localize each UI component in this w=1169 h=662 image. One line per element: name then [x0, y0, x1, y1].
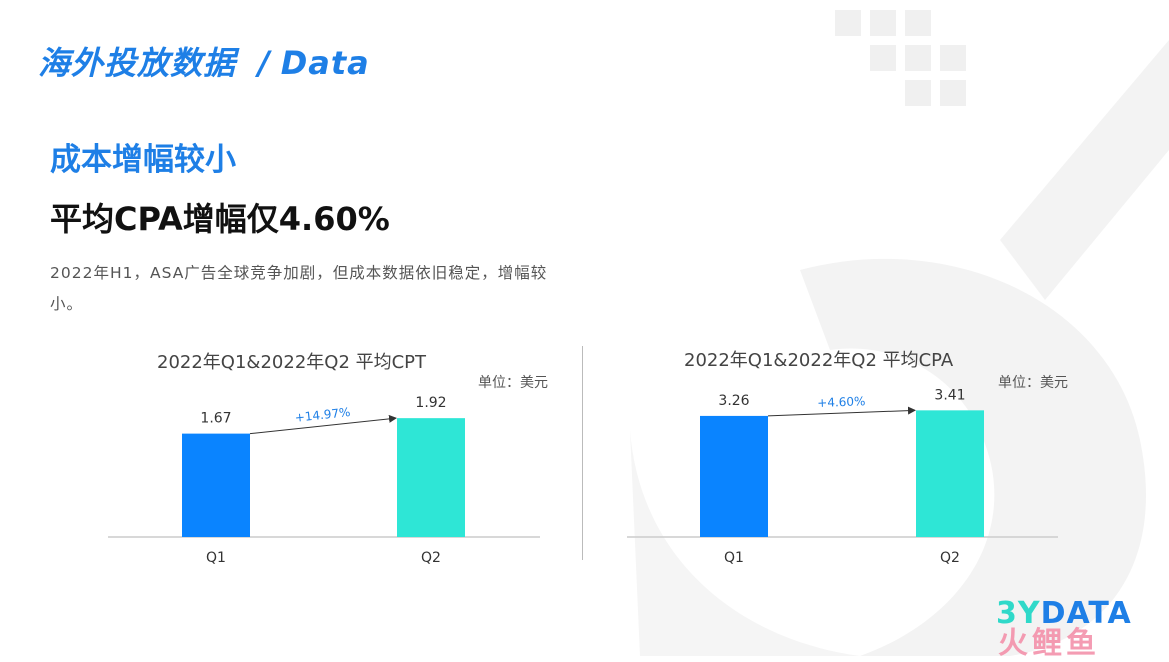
- data-label-cpt-q2: 1.92: [415, 395, 446, 411]
- change-arrow-cpa: [767, 406, 916, 417]
- header-divider: /: [258, 44, 271, 82]
- x-tick-label-cpt-q2: Q2: [421, 550, 441, 566]
- change-label-cpt: +14.97%: [294, 405, 351, 425]
- background-arc-shape: [630, 430, 860, 656]
- header-title-cn: 海外投放数据: [38, 44, 237, 82]
- data-label-cpt-q1: 1.67: [200, 411, 231, 427]
- data-label-cpa-q1: 3.26: [718, 393, 749, 409]
- logo-subtitle: 火鲤鱼: [998, 626, 1100, 661]
- bar-cpa-q2: [916, 410, 984, 537]
- page-header: 海外投放数据 / Data: [38, 38, 370, 84]
- logo-lead: 3Y: [996, 596, 1041, 631]
- section-description: 2022年H1，ASA广告全球竞争加剧，但成本数据依旧稳定，增幅较小。: [50, 264, 548, 313]
- brand-logo: 3YDATA: [996, 596, 1132, 631]
- header-title-en: Data: [280, 44, 370, 82]
- bar-cpt-q1: [182, 433, 250, 537]
- section-headline: 平均CPA增幅仅4.60%: [50, 200, 390, 238]
- logo-rest: DATA: [1040, 596, 1132, 631]
- x-tick-label-cpt-q1: Q1: [206, 550, 226, 566]
- change-label-cpa: +4.60%: [817, 394, 866, 410]
- chart-cpt-unit: 单位：美元: [478, 375, 548, 391]
- background-diagonal-shape: [1000, 40, 1169, 300]
- bar-cpt-q2: [397, 418, 465, 537]
- background-grid-pattern: [835, 10, 966, 106]
- chart-divider: [582, 346, 583, 560]
- data-label-cpa-q2: 3.41: [934, 387, 965, 403]
- change-arrow-cpt: [249, 414, 397, 435]
- chart-cpa-title: 2022年Q1&2022年Q2 平均CPA: [684, 350, 954, 371]
- x-tick-label-cpa-q2: Q2: [940, 550, 960, 566]
- bar-cpa-q1: [700, 415, 768, 537]
- chart-cpa-unit: 单位：美元: [998, 375, 1068, 391]
- background-ring-shape: [800, 258, 1147, 656]
- x-tick-label-cpa-q1: Q1: [724, 550, 744, 566]
- section-subheading: 成本增幅较小: [50, 142, 236, 178]
- chart-cpt-title: 2022年Q1&2022年Q2 平均CPT: [157, 352, 427, 373]
